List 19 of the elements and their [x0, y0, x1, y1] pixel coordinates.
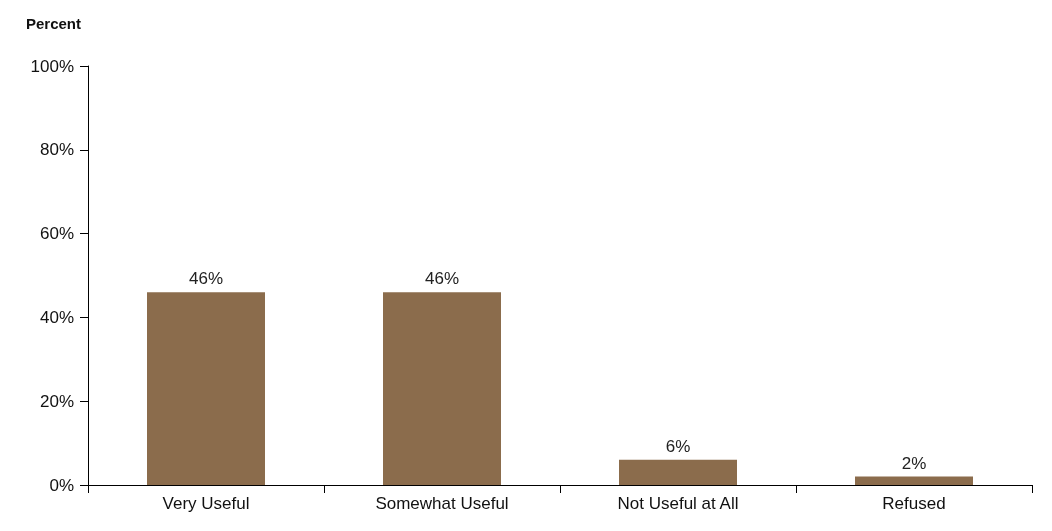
bar	[619, 459, 737, 485]
y-tick-label: 20%	[39, 391, 74, 411]
y-tick-label: 100%	[30, 56, 74, 76]
x-tick-label: Not Useful at All	[617, 494, 739, 513]
data-label: 46%	[188, 269, 224, 289]
y-tick-label: 40%	[39, 307, 74, 327]
bar	[855, 476, 973, 485]
y-tick-label: 0%	[49, 475, 74, 495]
x-tick-label: Refused	[882, 494, 946, 513]
y-axis-title: Percent	[26, 15, 82, 32]
x-tick-label: Somewhat Useful	[375, 494, 509, 513]
y-tick-label: 60%	[39, 224, 74, 244]
bar	[383, 292, 501, 485]
bar	[147, 292, 265, 485]
data-label: 2%	[901, 453, 927, 473]
data-label: 6%	[665, 436, 691, 456]
x-tick-label: Very Useful	[162, 494, 250, 513]
data-label: 46%	[424, 269, 460, 289]
y-tick-label: 80%	[39, 140, 74, 160]
